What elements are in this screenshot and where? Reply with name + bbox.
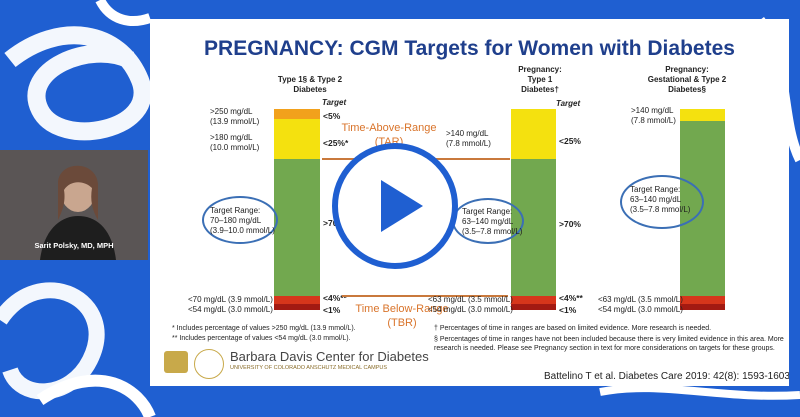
col2-target-in-range: >70% (559, 219, 581, 229)
col2-bar-high (511, 109, 556, 159)
presenter-silhouette (0, 150, 148, 260)
col1-label-very-low: <54 mg/dL (3.0 mmol/L) (188, 305, 273, 314)
col3-header: Pregnancy: Gestational & Type 2 Diabetes… (647, 65, 727, 94)
col1-target-low: <4%** (323, 293, 347, 303)
col1-label-low: <70 mg/dL (3.9 mmol/L) (188, 295, 273, 304)
presenter-name: Sarit Polsky, MD, MPH (34, 241, 114, 250)
slide-title: PREGNANCY: CGM Targets for Women with Di… (204, 37, 735, 60)
col1-bar-very-high (274, 109, 320, 119)
col1-label-very-high: >250 mg/dL (13.9 mmol/L) (210, 107, 260, 126)
col2-header: Pregnancy: Type 1 Diabetes† (518, 65, 562, 94)
col3-target-range: Target Range: 63–140 mg/dL (3.5–7.8 mmol… (630, 185, 691, 214)
col3-label-very-low: <54 mg/dL (3.0 mmol/L) (598, 305, 683, 314)
logo-name: Barbara Davis Center for Diabetes (230, 349, 429, 364)
col2-target-low: <4%** (559, 293, 583, 303)
footnote-2: ** Includes percentage of values <54 mg/… (172, 335, 351, 342)
col2-label-low: <63 mg/dL (3.5 mmol/L) (428, 295, 513, 304)
col2-target-high: <25% (559, 136, 581, 146)
col1-bar-in-range (274, 159, 320, 296)
col3-bar-high (680, 109, 725, 121)
col2-label-high: >140 mg/dL (7.8 mmol/L) (446, 129, 491, 148)
col1-target-range-oval (202, 196, 278, 244)
col1-bar-low (274, 296, 320, 304)
col1-header: Type 1§ & Type 2 Diabetes (277, 75, 343, 94)
col2-bar-very-low (511, 304, 556, 310)
col1-label-high: >180 mg/dL (10.0 mmol/L) (210, 133, 260, 152)
cu-logo (164, 351, 188, 373)
col2-bar-low (511, 296, 556, 304)
bdc-seal (194, 349, 224, 379)
col3-target-range-oval (620, 175, 704, 229)
col1-target-label: Target (322, 98, 347, 107)
play-button-icon[interactable] (331, 142, 459, 270)
col2-target-range: Target Range: 63–140 mg/dL (3.5–7.8 mmol… (462, 207, 523, 236)
footnote-1: * Includes percentage of values >250 mg/… (172, 325, 356, 332)
col2-target-very-low: <1% (559, 305, 577, 315)
col1-target-high: <25%* (323, 138, 349, 148)
citation: Battelino T et al. Diabetes Care 2019: 4… (544, 371, 789, 382)
col1-bar-very-low (274, 304, 320, 310)
tbr-line (342, 295, 508, 297)
note-section: § Percentages of time in ranges have not… (434, 336, 784, 352)
slide: PREGNANCY: CGM Targets for Women with Di… (150, 19, 789, 386)
presenter-video (0, 150, 148, 260)
col3-label-high: >140 mg/dL (7.8 mmol/L) (631, 106, 676, 125)
col1-bar-high (274, 119, 320, 159)
col1-target-very-low: <1% (323, 305, 341, 315)
tbr-label: Time Below-Range (TBR) (355, 303, 449, 329)
col2-target-label: Target (556, 99, 581, 108)
col3-label-low: <63 mg/dL (3.5 mmol/L) (598, 295, 683, 304)
col1-target-very-high: <5% (323, 111, 341, 121)
col3-bar-very-low (680, 304, 725, 310)
col2-label-very-low: <54 mg/dL (3.0 mmol/L) (428, 305, 513, 314)
note-dagger: † Percentages of time in ranges are base… (434, 325, 712, 332)
col3-bar-low (680, 296, 725, 304)
logo-sub: UNIVERSITY OF COLORADO ANSCHUTZ MEDICAL … (230, 365, 388, 371)
col1-target-in-range: >70% (323, 218, 345, 228)
col1-target-range: Target Range: 70–180 mg/dL (3.9–10.0 mmo… (210, 206, 275, 235)
